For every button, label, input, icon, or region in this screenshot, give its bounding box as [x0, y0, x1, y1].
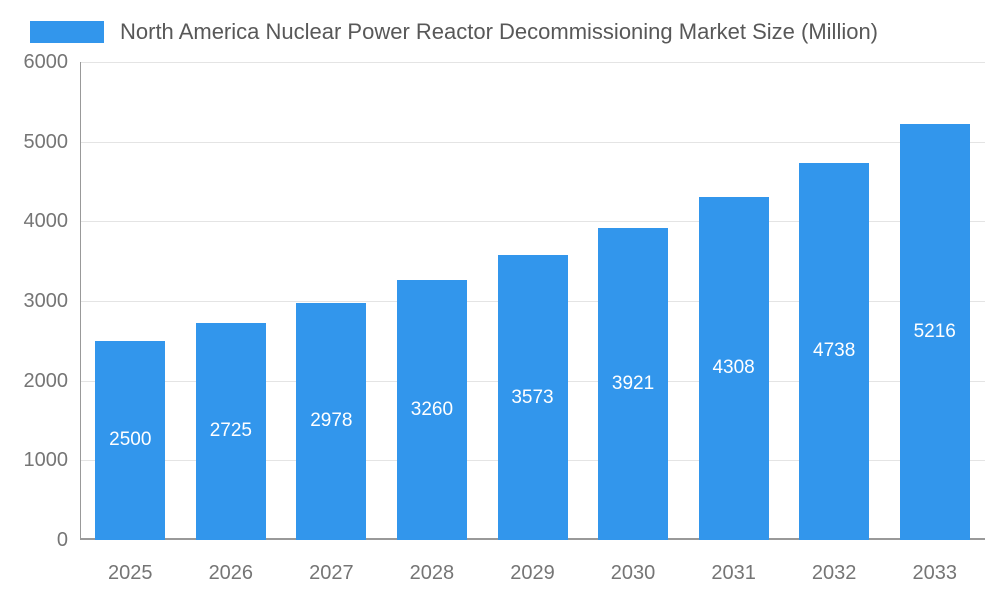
y-tick-label: 0: [56, 529, 68, 551]
bar-value-label: 2500: [109, 429, 152, 451]
legend-swatch: [30, 21, 104, 43]
x-tick-label: 2032: [811, 562, 857, 584]
bar-2029: [497, 255, 568, 540]
y-tick-label: 4000: [23, 210, 69, 233]
bar-2032: [799, 162, 870, 540]
y-tick-label: 2000: [23, 369, 69, 392]
y-tick-label: 3000: [23, 290, 69, 312]
bar-2031: [698, 196, 769, 540]
bar-value-label: 4308: [712, 357, 755, 379]
bar-value-label: 5216: [913, 321, 956, 343]
y-tick-label: 6000: [23, 51, 69, 73]
bar-2028: [396, 280, 467, 540]
gridline: [81, 141, 985, 143]
bar-value-label: 2978: [310, 410, 353, 432]
bar-value-label: 3260: [410, 399, 454, 421]
legend: North America Nuclear Power Reactor Deco…: [30, 20, 878, 44]
gridline: [81, 221, 985, 223]
bar-value-label: 2725: [209, 420, 252, 442]
y-tick-label: 1000: [23, 449, 69, 472]
bar-2026: [195, 322, 266, 540]
x-tick-label: 2033: [912, 562, 957, 584]
y-tick-label: 5000: [23, 130, 69, 153]
bar-value-label: 4738: [813, 340, 856, 362]
chart-title: North America Nuclear Power Reactor Deco…: [120, 19, 879, 44]
bar-value-label: 3921: [611, 372, 655, 394]
x-tick-label: 2027: [309, 562, 354, 584]
x-tick-label: 2026: [208, 562, 254, 584]
bar-2030: [598, 227, 669, 540]
x-tick-label: 2029: [510, 562, 555, 584]
x-tick-label: 2028: [409, 562, 455, 584]
bar-2033: [899, 124, 970, 540]
bar-value-label: 3573: [511, 386, 554, 408]
gridline: [81, 62, 985, 63]
x-tick-label: 2030: [610, 562, 656, 584]
x-tick-label: 2025: [108, 562, 153, 584]
x-tick-label: 2031: [711, 562, 756, 584]
bar-2025: [95, 340, 166, 540]
bar-2027: [296, 302, 367, 540]
